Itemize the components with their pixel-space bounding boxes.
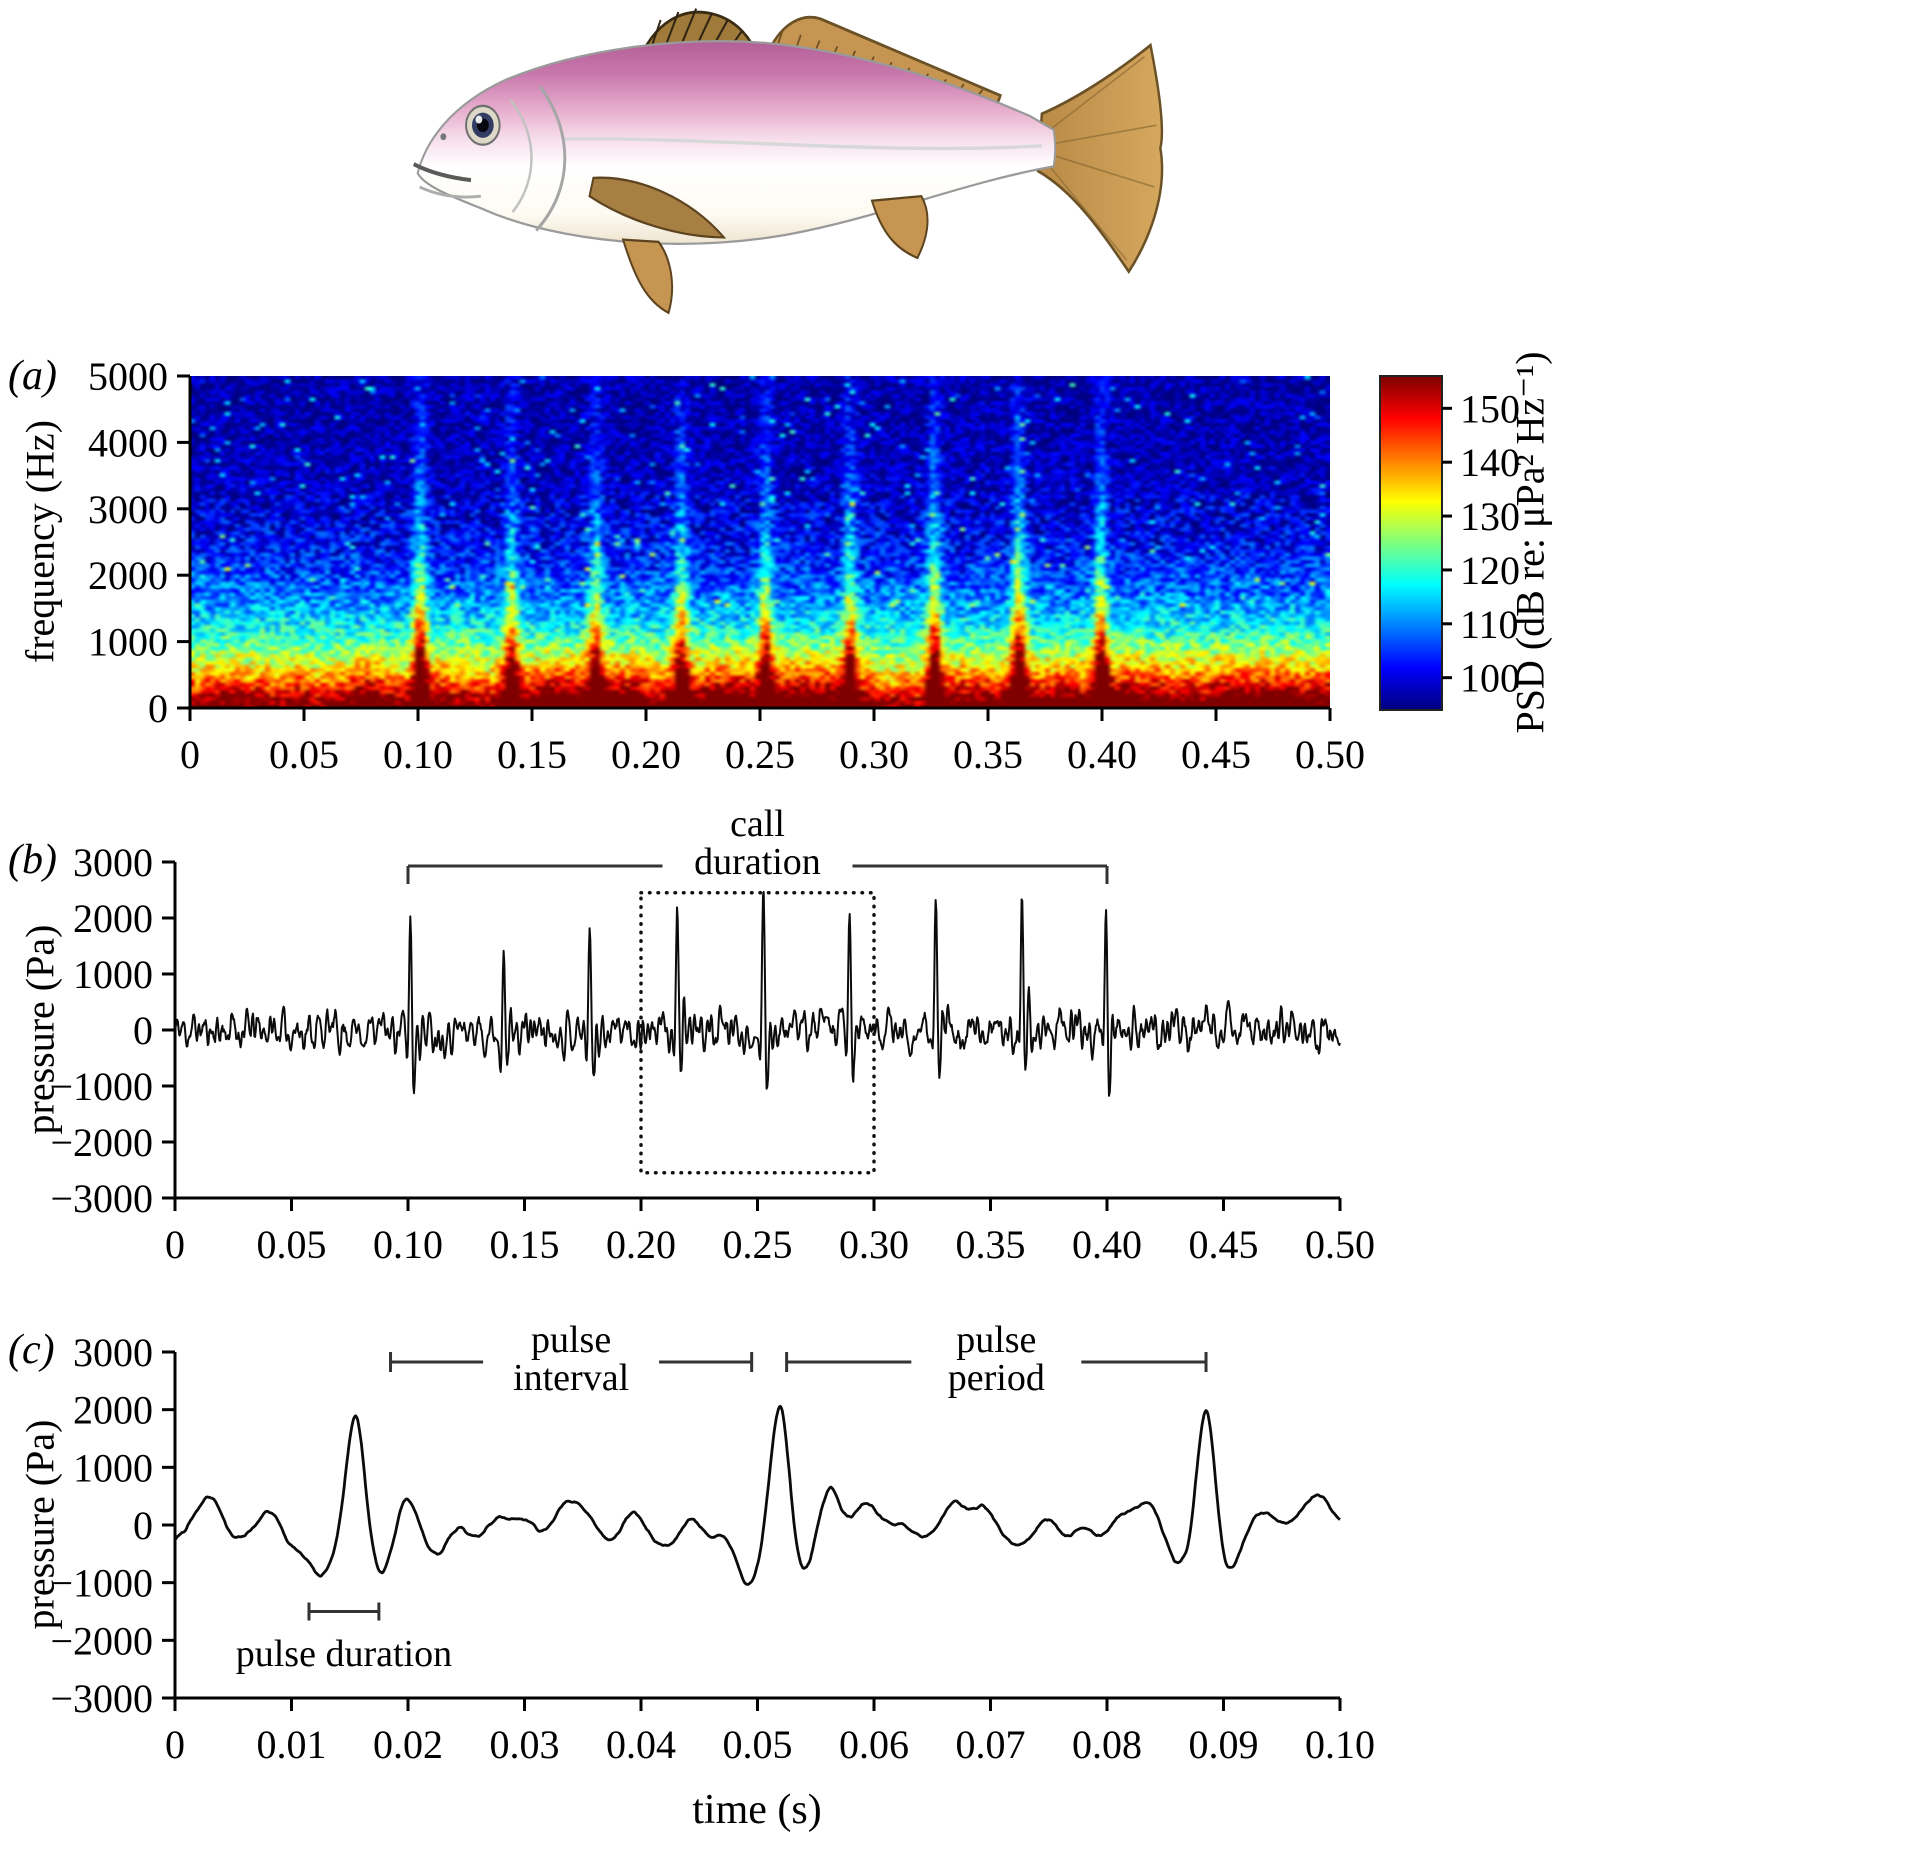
pulse-y-tick-label: 1000 — [73, 1445, 153, 1490]
panel-a-label: (a) — [8, 353, 57, 399]
call-y-tick-label: 1000 — [73, 952, 153, 997]
call-y-tick-label: 0 — [133, 1008, 153, 1053]
spectrogram-x-tick-label: 0 — [180, 732, 200, 777]
eye — [465, 104, 501, 146]
spectrogram-x-tick-label: 0.40 — [1067, 732, 1137, 777]
pulse-x-tick-label: 0.02 — [373, 1722, 443, 1767]
spectrogram-x-tick-label: 0.20 — [611, 732, 681, 777]
gill-cover-line — [535, 85, 567, 232]
pectoral-fin — [588, 176, 727, 239]
colorbar-tick-label: 100 — [1460, 656, 1520, 701]
pulse-y-tick-label: −3000 — [50, 1676, 153, 1721]
spectrogram-x-tick-label: 0.15 — [497, 732, 567, 777]
pulse-x-tick-label: 0.07 — [956, 1722, 1026, 1767]
call-duration-label-line2: duration — [694, 841, 821, 883]
spectrogram-x-tick-label: 0.45 — [1181, 732, 1251, 777]
call-x-tick-label: 0.40 — [1072, 1222, 1142, 1267]
call-y-tick-label: −2000 — [50, 1120, 153, 1165]
call-y-tick-label: −1000 — [50, 1064, 153, 1109]
colorbar-tick-label: 130 — [1460, 494, 1520, 539]
spectrogram-x-tick-label: 0.35 — [953, 732, 1023, 777]
pulse-y-tick-label: 2000 — [73, 1388, 153, 1433]
spectrogram-y-tick-label: 1000 — [88, 620, 168, 665]
call-x-tick-label: 0.25 — [723, 1222, 793, 1267]
anal-fin — [870, 194, 929, 260]
spectrogram-y-tick-label: 5000 — [88, 354, 168, 399]
call-x-tick-label: 0.30 — [839, 1222, 909, 1267]
pulse-x-tick-label: 0 — [165, 1722, 185, 1767]
call-y-tick-label: 3000 — [73, 840, 153, 885]
colorbar-tick-label: 110 — [1460, 602, 1519, 647]
spectrogram-x-tick-label: 0.30 — [839, 732, 909, 777]
pulse-y-tick-label: −1000 — [50, 1561, 153, 1606]
spectrogram-x-tick-label: 0.05 — [269, 732, 339, 777]
call-x-tick-label: 0.35 — [956, 1222, 1026, 1267]
spectrogram-y-tick-label: 0 — [148, 686, 168, 731]
call-x-tick-label: 0.20 — [606, 1222, 676, 1267]
colorbar-tick-label: 140 — [1460, 440, 1520, 485]
call-waveform-trace — [174, 891, 1341, 1097]
pulse-x-tick-label: 0.01 — [257, 1722, 327, 1767]
spectrogram-y-tick-label: 3000 — [88, 487, 168, 532]
call-duration-label-line1: call — [730, 803, 785, 845]
call-y-tick-label: 2000 — [73, 896, 153, 941]
call-x-tick-label: 0.05 — [257, 1222, 327, 1267]
pulse-x-tick-label: 0.04 — [606, 1722, 676, 1767]
spectrogram-x-tick-label: 0.10 — [383, 732, 453, 777]
pulse-interval-label-line1: pulse — [530, 1319, 612, 1361]
pulse-duration-label: pulse duration — [235, 1632, 453, 1675]
call-x-tick-label: 0.50 — [1305, 1222, 1375, 1267]
pulse-period-label-line2: period — [947, 1357, 1045, 1399]
pulse-x-tick-label: 0.06 — [839, 1722, 909, 1767]
zoom-region-box — [639, 891, 876, 1175]
spectrogram-x-tick-label: 0.50 — [1295, 732, 1365, 777]
pulse-waveform-trace — [174, 1404, 1341, 1586]
call-x-tick-label: 0.15 — [490, 1222, 560, 1267]
pulse-x-tick-label: 0.03 — [490, 1722, 560, 1767]
spectrogram-heatmap — [190, 376, 1330, 708]
spectrogram-y-tick-label: 2000 — [88, 553, 168, 598]
pulse-x-tick-label: 0.08 — [1072, 1722, 1142, 1767]
spectrogram-x-tick-label: 0.25 — [725, 732, 795, 777]
pulse-y-tick-label: −2000 — [50, 1618, 153, 1663]
panel-c-label: (c) — [8, 1327, 55, 1373]
colorbar-tick-label: 150 — [1460, 386, 1520, 431]
pulse-y-tick-label: 3000 — [73, 1330, 153, 1375]
mouth-line — [413, 162, 472, 183]
pulse-x-tick-label: 0.10 — [1305, 1722, 1375, 1767]
colorbar-axis-title: PSD (dB re: μPa² Hz⁻¹) — [1507, 351, 1553, 734]
jaw-line — [419, 185, 481, 199]
pulse-x-tick-label: 0.05 — [723, 1722, 793, 1767]
call-x-tick-label: 0 — [165, 1222, 185, 1267]
colorbar-gradient — [1380, 376, 1442, 710]
call-x-tick-label: 0.10 — [373, 1222, 443, 1267]
colorbar-border — [1379, 375, 1443, 711]
pulse-interval-label-line2: interval — [513, 1357, 630, 1399]
pulse-period-label-line1: pulse — [956, 1319, 1037, 1361]
tail-fin-rays — [1047, 55, 1157, 261]
pelvic-fin — [621, 238, 674, 315]
pulse-x-tick-label: 0.09 — [1189, 1722, 1259, 1767]
lateral-line — [562, 137, 1042, 151]
tail-fin — [1036, 42, 1164, 275]
pulse-waveform-y-axis-title: pressure (Pa) — [17, 1419, 63, 1630]
gill-cover-line-inner — [509, 99, 533, 214]
call-y-tick-label: −3000 — [50, 1176, 153, 1221]
nostril — [440, 133, 447, 141]
colorbar-tick-label: 120 — [1460, 548, 1520, 593]
time-axis-title: time (s) — [692, 1787, 822, 1833]
fish-illustration — [413, 8, 1164, 315]
pulse-y-tick-label: 0 — [133, 1503, 153, 1548]
panel-b-label: (b) — [8, 837, 57, 883]
call-x-tick-label: 0.45 — [1189, 1222, 1259, 1267]
spectrogram-y-tick-label: 4000 — [88, 420, 168, 465]
